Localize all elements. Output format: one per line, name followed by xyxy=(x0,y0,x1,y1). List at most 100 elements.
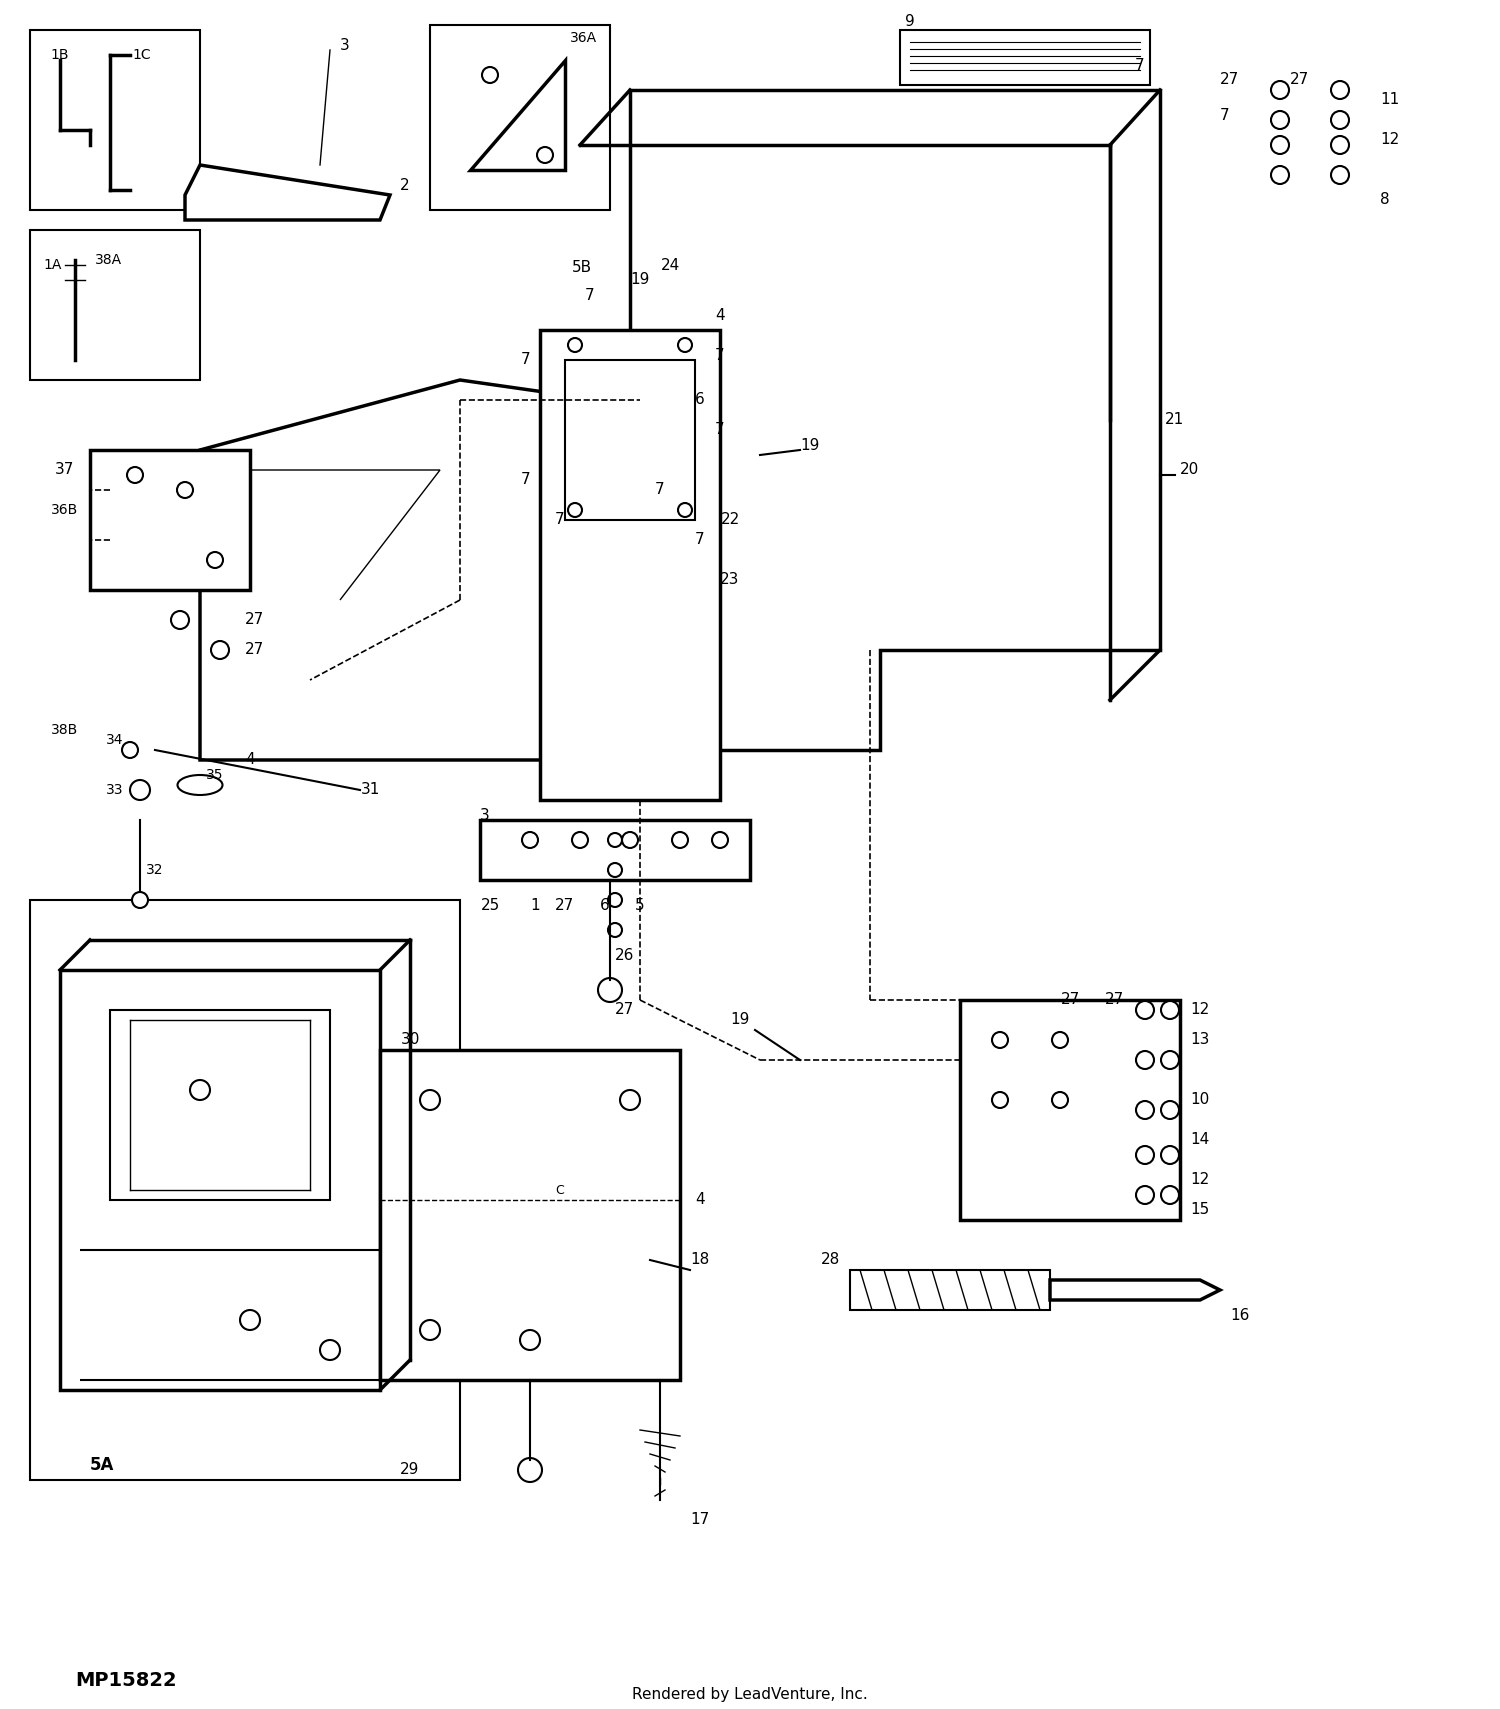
Ellipse shape xyxy=(177,774,222,795)
Circle shape xyxy=(537,147,554,162)
Polygon shape xyxy=(110,1010,330,1200)
Text: 3: 3 xyxy=(480,807,489,822)
Text: 26: 26 xyxy=(615,947,634,962)
Circle shape xyxy=(1161,1186,1179,1205)
Polygon shape xyxy=(960,1000,1180,1220)
Circle shape xyxy=(520,1330,540,1350)
Polygon shape xyxy=(566,361,694,520)
Polygon shape xyxy=(184,166,390,220)
Text: 7: 7 xyxy=(585,287,596,302)
Text: 1A: 1A xyxy=(44,258,62,272)
Text: 16: 16 xyxy=(1230,1307,1250,1323)
Circle shape xyxy=(1270,80,1288,99)
Circle shape xyxy=(207,552,224,567)
Text: 3: 3 xyxy=(340,38,350,53)
Circle shape xyxy=(712,832,728,848)
Text: Rendered by LeadVenture, Inc.: Rendered by LeadVenture, Inc. xyxy=(632,1687,868,1702)
Circle shape xyxy=(1136,1101,1154,1119)
Text: 31: 31 xyxy=(360,783,380,798)
Bar xyxy=(30,231,200,379)
Text: 37: 37 xyxy=(56,463,75,477)
Circle shape xyxy=(128,467,142,484)
Bar xyxy=(430,26,610,210)
Text: 6: 6 xyxy=(694,393,705,407)
Text: 7: 7 xyxy=(694,533,705,547)
Text: 38B: 38B xyxy=(51,723,78,737)
Circle shape xyxy=(1270,111,1288,128)
Polygon shape xyxy=(480,820,750,880)
Text: 24: 24 xyxy=(660,258,680,272)
Circle shape xyxy=(1052,1092,1068,1107)
Circle shape xyxy=(518,1458,542,1482)
Text: 1B: 1B xyxy=(50,48,69,62)
Text: 13: 13 xyxy=(1190,1032,1209,1048)
Text: 27: 27 xyxy=(555,897,574,913)
Circle shape xyxy=(420,1090,440,1111)
Circle shape xyxy=(132,892,148,907)
Text: 19: 19 xyxy=(730,1012,750,1027)
Circle shape xyxy=(320,1340,340,1360)
Text: 33: 33 xyxy=(106,783,123,796)
Text: 23: 23 xyxy=(720,573,740,588)
Polygon shape xyxy=(1050,1280,1220,1301)
Circle shape xyxy=(568,502,582,518)
Circle shape xyxy=(211,641,230,660)
Circle shape xyxy=(190,1080,210,1101)
Text: 19: 19 xyxy=(801,438,819,453)
Text: 25: 25 xyxy=(480,897,500,913)
Circle shape xyxy=(1330,166,1348,185)
Circle shape xyxy=(1161,1147,1179,1164)
Circle shape xyxy=(598,978,622,1001)
Text: C: C xyxy=(555,1184,564,1196)
Text: 7: 7 xyxy=(555,513,566,528)
Text: 7: 7 xyxy=(716,347,724,362)
Text: 27: 27 xyxy=(1290,72,1310,87)
Text: 5A: 5A xyxy=(90,1456,114,1473)
Text: 4: 4 xyxy=(244,752,255,767)
Bar xyxy=(30,31,200,210)
Text: 27: 27 xyxy=(1106,993,1125,1008)
Text: 7: 7 xyxy=(1220,108,1230,123)
Text: 20: 20 xyxy=(1180,463,1200,477)
Circle shape xyxy=(1161,1101,1179,1119)
Circle shape xyxy=(678,502,692,518)
Circle shape xyxy=(608,832,622,848)
Circle shape xyxy=(608,863,622,877)
Text: 10: 10 xyxy=(1190,1092,1209,1107)
Text: 27: 27 xyxy=(246,612,264,627)
Text: 12: 12 xyxy=(1190,1172,1209,1188)
Text: 4: 4 xyxy=(716,308,724,323)
Polygon shape xyxy=(200,379,600,761)
Polygon shape xyxy=(630,91,1160,750)
Text: 7: 7 xyxy=(1136,58,1144,72)
Circle shape xyxy=(1270,166,1288,185)
Text: 30: 30 xyxy=(400,1032,420,1048)
Text: 27: 27 xyxy=(1220,72,1239,87)
Circle shape xyxy=(122,742,138,759)
Text: 28: 28 xyxy=(821,1253,840,1268)
Text: 15: 15 xyxy=(1190,1203,1209,1217)
Text: 11: 11 xyxy=(1380,92,1400,108)
Circle shape xyxy=(992,1092,1008,1107)
Text: 27: 27 xyxy=(615,1003,634,1017)
Text: MP15822: MP15822 xyxy=(75,1670,177,1690)
Text: 19: 19 xyxy=(630,272,650,287)
Polygon shape xyxy=(380,1049,680,1379)
Circle shape xyxy=(608,894,622,907)
Text: 34: 34 xyxy=(106,733,123,747)
Circle shape xyxy=(572,832,588,848)
Text: 38A: 38A xyxy=(94,253,122,267)
Text: 7: 7 xyxy=(716,422,724,438)
Circle shape xyxy=(1052,1032,1068,1048)
Text: 7: 7 xyxy=(656,482,664,497)
Circle shape xyxy=(1161,1001,1179,1019)
Polygon shape xyxy=(60,971,380,1389)
Polygon shape xyxy=(850,1270,1050,1311)
Circle shape xyxy=(522,832,538,848)
Text: 35: 35 xyxy=(206,767,224,783)
Circle shape xyxy=(672,832,688,848)
Circle shape xyxy=(622,832,638,848)
Circle shape xyxy=(1161,1051,1179,1070)
Text: 8: 8 xyxy=(1380,193,1389,207)
Circle shape xyxy=(678,338,692,352)
